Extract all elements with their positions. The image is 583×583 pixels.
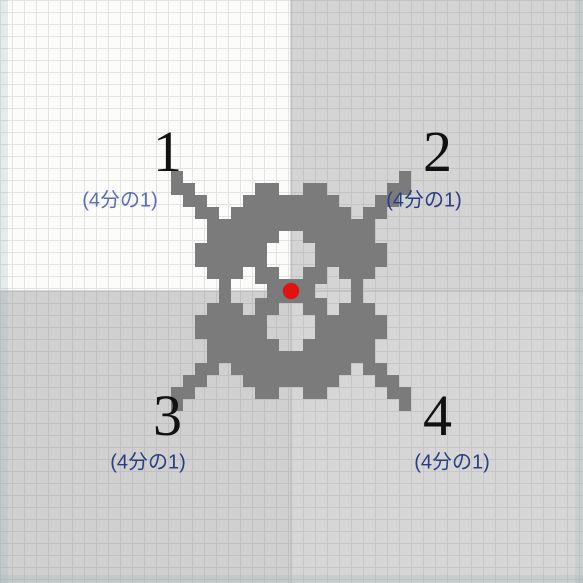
quadrant-3-number: 3 <box>153 387 183 445</box>
quadrant-1-sublabel: (4分の1) <box>82 184 158 213</box>
center-dot <box>283 283 299 299</box>
quadrant-4-sublabel: (4分の1) <box>414 446 490 475</box>
quadrant-2-number: 2 <box>423 123 453 181</box>
quadrant-1-number: 1 <box>153 123 183 181</box>
quadrant-3-sublabel: (4分の1) <box>110 446 186 475</box>
quadrant-4-number: 4 <box>423 387 453 445</box>
diagram-canvas: 1 (4分の1) 2 (4分の1) 3 (4分の1) 4 (4分の1) <box>0 0 583 583</box>
quadrant-2-sublabel: (4分の1) <box>386 184 462 213</box>
